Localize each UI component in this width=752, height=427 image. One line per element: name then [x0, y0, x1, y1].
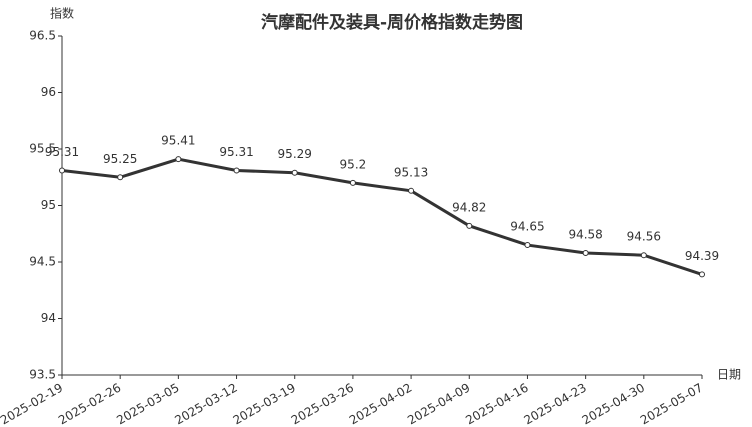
chart-title: 汽摩配件及装具-周价格指数走势图 — [261, 12, 523, 33]
data-label: 95.31 — [219, 145, 253, 159]
data-label: 95.29 — [278, 147, 312, 161]
y-tick-label: 93.5 — [29, 368, 56, 382]
data-label: 95.2 — [340, 157, 367, 171]
x-tick-label: 2025-04-09 — [405, 381, 472, 427]
y-tick-label: 94.5 — [29, 255, 56, 269]
data-label: 94.82 — [452, 200, 486, 214]
point — [59, 167, 65, 174]
x-tick-label: 2025-03-12 — [172, 381, 239, 427]
y-tick-label: 94 — [41, 311, 56, 325]
x-axis-label: 日期 — [717, 368, 741, 382]
point — [233, 167, 240, 174]
point — [117, 174, 124, 181]
x-tick-label: 2025-04-23 — [521, 381, 588, 427]
data-label: 94.39 — [685, 249, 719, 263]
x-tick-label: 2025-02-19 — [0, 381, 65, 427]
y-tick-label: 95 — [41, 198, 56, 212]
point — [291, 169, 298, 176]
data-label: 94.58 — [568, 227, 602, 241]
data-label: 95.31 — [45, 145, 79, 159]
data-label: 95.25 — [103, 152, 137, 166]
y-tick-label: 95.5 — [29, 142, 56, 156]
point — [640, 252, 647, 259]
data-label: 94.65 — [510, 220, 544, 234]
data-label: 95.13 — [394, 165, 428, 179]
line — [61, 157, 703, 276]
y-tick-label: 96.5 — [29, 29, 56, 43]
point — [408, 187, 415, 194]
x-tick-label: 2025-04-30 — [580, 381, 647, 427]
point — [524, 242, 531, 249]
x-tick-label: 2025-04-02 — [347, 381, 414, 427]
x-tick-label: 2025-05-07 — [638, 381, 705, 427]
x-tick-label: 2025-03-19 — [231, 381, 298, 427]
data-label: 94.56 — [627, 230, 661, 244]
point — [699, 271, 705, 278]
x-tick-label: 2025-02-26 — [56, 381, 123, 427]
point — [349, 179, 356, 186]
x-tick-label: 2025-03-26 — [289, 381, 356, 427]
point — [582, 249, 589, 256]
point — [466, 222, 473, 229]
x-tick-label: 2025-04-16 — [463, 381, 530, 427]
y-tick-label: 96 — [41, 85, 56, 99]
data-label: 95.41 — [161, 134, 195, 148]
y-axis-label: 指数 — [50, 6, 74, 21]
x-tick-label: 2025-03-05 — [114, 381, 181, 427]
point — [175, 156, 182, 163]
